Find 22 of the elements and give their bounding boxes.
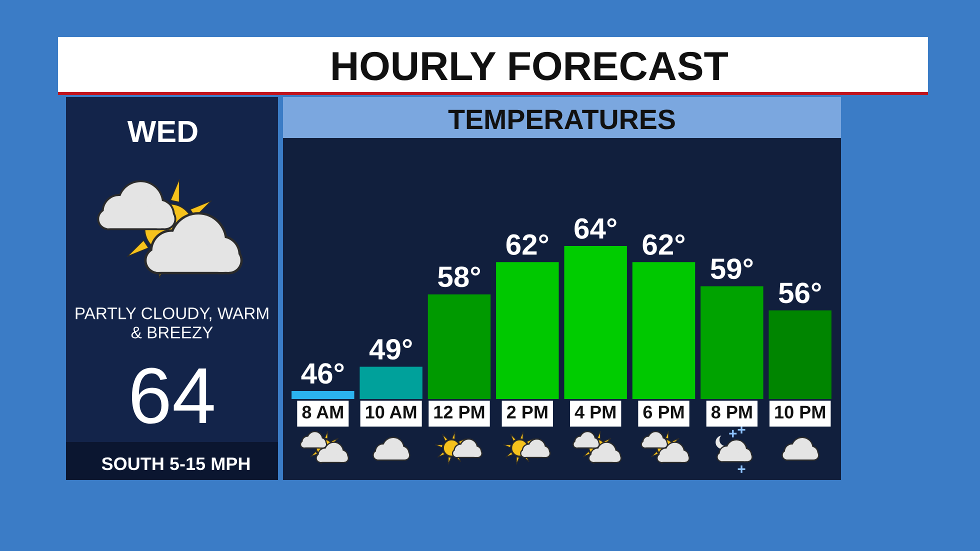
data-label: 64° bbox=[574, 218, 616, 239]
data-label: 62° bbox=[642, 234, 685, 255]
data-label: 49° bbox=[369, 338, 412, 360]
text: PARTLY CLOUDY, WARM & BREEZY bbox=[76, 307, 268, 338]
x-tick-label: 8 PM bbox=[711, 406, 752, 419]
x-tick-label: 12 PM bbox=[434, 406, 484, 418]
text: SOUTH 5-15 MPH bbox=[102, 457, 250, 470]
text: WED bbox=[127, 120, 198, 142]
x-tick-label: 10 PM bbox=[775, 406, 825, 419]
x-tick-label: 10 AM bbox=[366, 406, 416, 419]
data-label: 56° bbox=[778, 282, 821, 304]
text: 64 bbox=[132, 368, 214, 424]
data-label: 62° bbox=[506, 234, 548, 255]
x-tick-label: 8 AM bbox=[302, 406, 343, 419]
x-tick-label: 6 PM bbox=[643, 406, 684, 419]
x-tick-label: 4 PM bbox=[574, 406, 616, 418]
chart-subtitle: TEMPERATURES bbox=[448, 110, 675, 130]
data-label: 58° bbox=[438, 266, 480, 288]
data-label: 46° bbox=[301, 363, 344, 384]
x-tick-label: 2 PM bbox=[506, 406, 548, 418]
chart-title: HOURLY FORECAST bbox=[332, 52, 728, 80]
data-label: 59° bbox=[710, 258, 753, 280]
